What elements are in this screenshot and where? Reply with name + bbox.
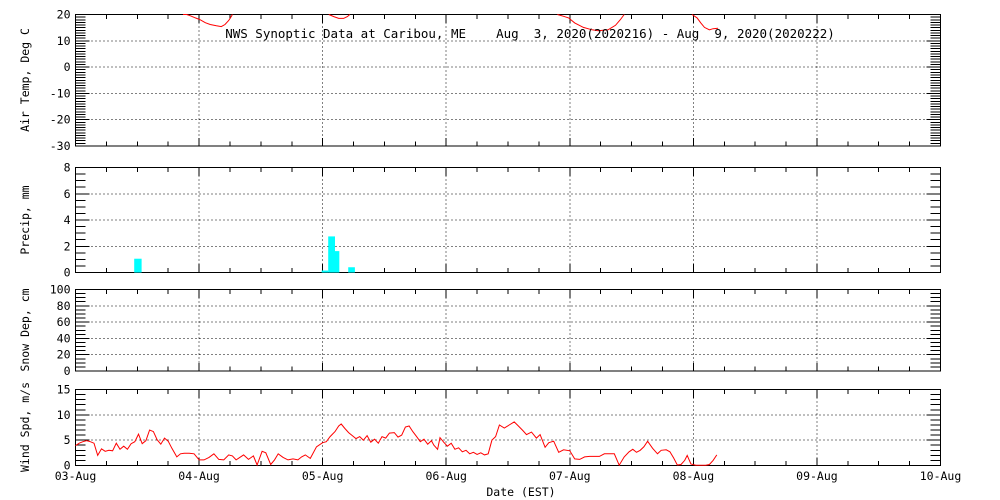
wind_speed-line [75, 421, 718, 467]
x-tick-label: 09-Aug [796, 469, 838, 483]
y-tick-label: 40 [57, 331, 71, 345]
panel-precip: 0 2 4 6 8 [64, 161, 941, 280]
precip-bar [348, 267, 355, 273]
panel-border [75, 289, 941, 372]
y-tick-label: 4 [64, 213, 71, 227]
precip-bar [134, 258, 142, 273]
y-tick-label: 0 [64, 266, 71, 280]
precip-bar [335, 251, 340, 273]
y-tick-label: 20 [57, 348, 71, 362]
chart-title: NWS Synoptic Data at Caribou, ME Aug 3, … [225, 26, 835, 41]
x-tick-label: 08-Aug [673, 469, 715, 483]
panel-border [75, 389, 941, 466]
y-axis-title-snow-depth: Snow Dep, cm [18, 288, 32, 371]
x-tick-label: 07-Aug [549, 469, 591, 483]
air_temp-line [328, 14, 351, 19]
panel-wind_speed: 0 5 10 15 [57, 383, 941, 473]
precip-bar [328, 236, 335, 273]
y-tick-label: 60 [57, 315, 71, 329]
y-tick-label: 20 [57, 8, 71, 22]
x-tick-label: 03-Aug [55, 469, 97, 483]
y-tick-label: 100 [50, 283, 71, 297]
y-tick-label: 0 [64, 459, 71, 473]
air_temp-line [557, 14, 625, 32]
y-tick-label: 15 [57, 383, 71, 397]
y-tick-label: 10 [57, 34, 71, 48]
panel-air_temp: -30 -20 -10 0 10 20 [50, 8, 941, 153]
y-tick-label: -30 [50, 139, 71, 153]
y-axis-title-precip: Precip, mm [18, 185, 32, 254]
y-tick-label: 80 [57, 299, 71, 313]
y-tick-label: 2 [64, 239, 71, 253]
x-tick-label: 05-Aug [302, 469, 344, 483]
air_temp-line [691, 14, 719, 31]
y-tick-label: -20 [50, 113, 71, 127]
air_temp-line [183, 14, 233, 28]
x-axis-title: Date (EST) [486, 485, 555, 499]
y-tick-label: 6 [64, 187, 71, 201]
y-tick-label: 10 [57, 408, 71, 422]
x-tick-label: 06-Aug [425, 469, 467, 483]
x-tick-label: 10-Aug [920, 469, 962, 483]
panel-snow_depth: 0 20 40 60 80 100 [50, 283, 941, 378]
y-tick-label: 5 [64, 433, 71, 447]
y-tick-label: 8 [64, 161, 71, 175]
y-axis-title-wind-speed: Wind Spd, m/s [18, 382, 32, 472]
precip-bar [321, 270, 329, 273]
y-tick-label: 0 [64, 364, 71, 378]
y-axis-title-air-temp: Air Temp, Deg C [18, 28, 32, 132]
y-tick-label: 0 [64, 60, 71, 74]
y-tick-label: -10 [50, 86, 71, 100]
x-tick-label: 04-Aug [178, 469, 220, 483]
